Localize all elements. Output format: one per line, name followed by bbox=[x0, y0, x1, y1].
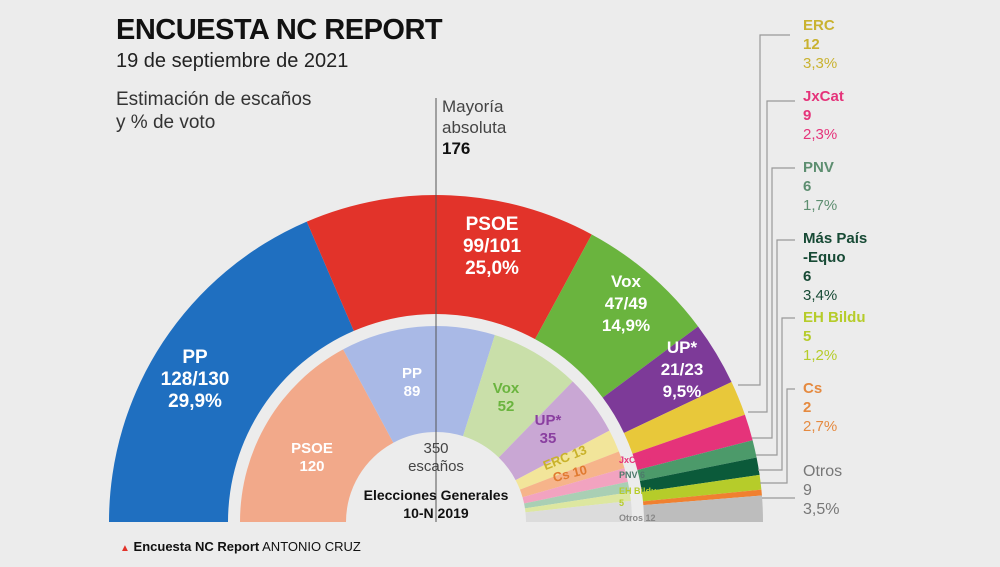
label-2019-otros: Otros 12 bbox=[619, 513, 656, 523]
label-2019-up: UP* 35 bbox=[534, 412, 562, 447]
poll-segment-jxcat bbox=[632, 414, 753, 470]
election-ring bbox=[240, 326, 632, 522]
poll-segment-pnv bbox=[637, 440, 757, 481]
poll-segment-vox bbox=[535, 234, 699, 398]
election-2019-segment-ehbildu bbox=[524, 492, 631, 513]
label-2019-ehbildu: EH Bildu 5 bbox=[619, 486, 657, 508]
footer: ▲ Encuesta NC Report ANTONIO CRUZ bbox=[120, 539, 361, 554]
poll-segment-up bbox=[602, 326, 732, 433]
election-2019-segment-pnv bbox=[524, 481, 630, 509]
poll-segment-erc bbox=[623, 382, 745, 454]
legend-eh-bildu: EH Bildu 5 1,2% bbox=[803, 309, 866, 364]
election-2019-segment-cs bbox=[519, 451, 625, 498]
label-2019-pp: PP 89 bbox=[401, 365, 423, 400]
poll-segment-ehbildu bbox=[641, 474, 762, 502]
label-2019-jxcat: JxCat 8 bbox=[619, 455, 652, 465]
legend-cs: Cs 2 2,7% bbox=[803, 380, 838, 435]
triangle-icon: ▲ bbox=[120, 543, 130, 554]
majority-label: Mayoría absoluta 176 bbox=[442, 96, 506, 159]
election-2019-segment-otros bbox=[525, 500, 632, 522]
election-2019-segment-pp bbox=[343, 326, 495, 443]
center-total: 350 escaños bbox=[408, 440, 464, 475]
majority-line-1: Mayoría bbox=[442, 97, 504, 116]
label-up: UP* 21/23 9,5% bbox=[660, 338, 704, 401]
election-2019-segment-jxcat bbox=[522, 468, 628, 504]
chart-title: ENCUESTA NC REPORT bbox=[116, 14, 443, 46]
legend-erc: ERC 12 3,3% bbox=[803, 17, 838, 72]
election-2019-segment-erc bbox=[515, 430, 619, 490]
chart-subtitle: Estimación de escaños y % de voto bbox=[116, 88, 311, 134]
legend-jxcat: JxCat 9 2,3% bbox=[803, 88, 844, 143]
election-2019-segment-up bbox=[498, 381, 610, 481]
poll-segment-mspas bbox=[639, 457, 760, 493]
label-2019-pnv: PNV 6 bbox=[619, 470, 646, 480]
chart-date: 19 de septiembre de 2021 bbox=[116, 50, 349, 72]
election-2019-segment-psoe bbox=[240, 349, 394, 522]
label-pp: PP 128/130 29,9% bbox=[160, 347, 230, 412]
legend-pnv: PNV 6 1,7% bbox=[803, 159, 838, 214]
center-election: Elecciones Generales 10-N 2019 bbox=[363, 487, 509, 521]
subtitle-line-2: y % de voto bbox=[116, 112, 216, 133]
poll-segment-pp bbox=[109, 221, 354, 522]
poll-segment-cs bbox=[642, 489, 762, 506]
label-2019-vox: Vox 52 bbox=[492, 380, 520, 415]
label-psoe: PSOE 99/101 25,0% bbox=[462, 214, 522, 279]
legend-mas-pais: Más País -Equo 6 3,4% bbox=[803, 230, 868, 304]
label-2019-psoe: PSOE 120 bbox=[291, 440, 333, 475]
legend-connectors bbox=[738, 34, 795, 499]
poll-ring bbox=[109, 195, 763, 522]
election-2019-segment-vox bbox=[463, 335, 573, 458]
legend-otros: Otros 9 3,5% bbox=[803, 463, 843, 518]
label-vox: Vox 47/49 14,9% bbox=[601, 272, 651, 335]
poll-segment-psoe bbox=[306, 195, 592, 340]
subtitle-line-1: Estimación de escaños bbox=[116, 89, 312, 110]
footer-author: ANTONIO CRUZ bbox=[262, 539, 361, 554]
poll-segment-otros bbox=[643, 495, 763, 522]
footer-source: Encuesta NC Report bbox=[133, 539, 260, 554]
majority-line-2: absoluta bbox=[442, 118, 507, 137]
majority-value: 176 bbox=[442, 139, 471, 158]
